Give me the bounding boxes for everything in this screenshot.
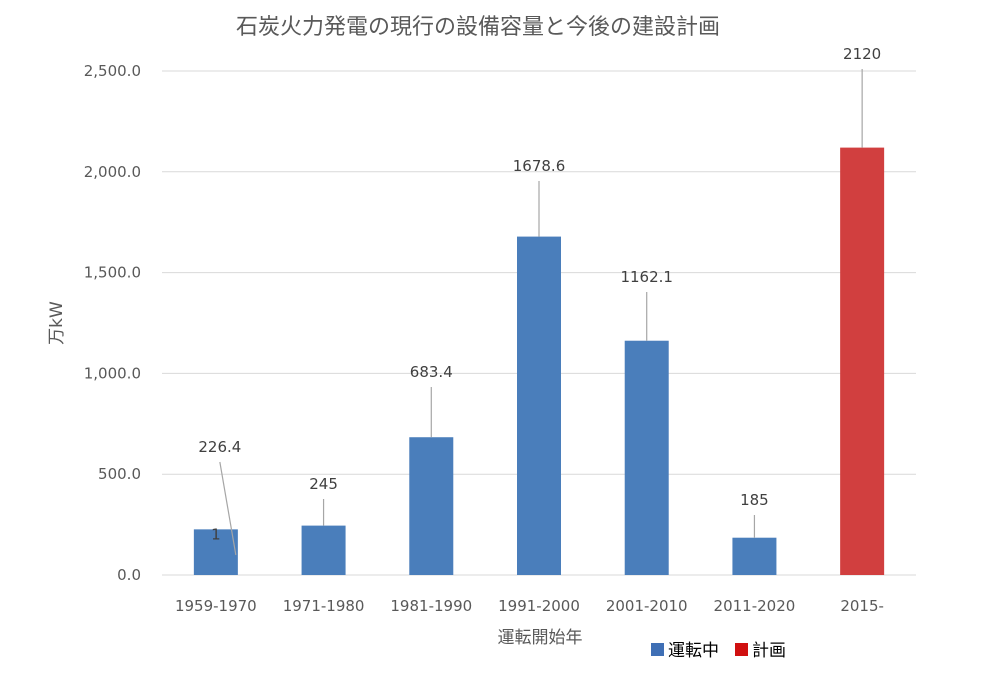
data-label: 1162.1 bbox=[620, 268, 673, 286]
data-label: 683.4 bbox=[410, 363, 453, 381]
legend: 運転中 計画 bbox=[651, 641, 786, 661]
x-tick-label: 2015- bbox=[840, 597, 884, 615]
y-axis-title: 万kW bbox=[47, 301, 67, 345]
legend-swatch bbox=[651, 643, 664, 656]
x-tick-label: 1991-2000 bbox=[498, 597, 580, 615]
y-tick-label: 0.0 bbox=[117, 566, 141, 584]
legend-swatch bbox=[735, 643, 748, 656]
data-label: 185 bbox=[740, 491, 769, 509]
bars bbox=[193, 147, 885, 575]
y-axis-ticks: 0.0 500.0 1,000.0 1,500.0 2,000.0 2,500.0 bbox=[84, 62, 141, 584]
data-label: 226.4 bbox=[198, 438, 241, 456]
bar bbox=[409, 437, 454, 575]
y-tick-label: 500.0 bbox=[98, 465, 141, 483]
x-tick-label: 1959-1970 bbox=[175, 597, 257, 615]
y-tick-label: 2,500.0 bbox=[84, 62, 141, 80]
leader-lines bbox=[219, 69, 863, 556]
x-tick-label: 1971-1980 bbox=[283, 597, 365, 615]
x-tick-label: 2001-2010 bbox=[606, 597, 688, 615]
y-tick-label: 1,500.0 bbox=[84, 264, 141, 282]
chart-title: 石炭火力発電の現行の設備容量と今後の建設計画 bbox=[236, 15, 720, 40]
x-tick-label: 2011-2020 bbox=[714, 597, 796, 615]
legend-label: 運転中 bbox=[668, 641, 719, 661]
bar bbox=[193, 529, 238, 575]
x-tick-label: 1981-1990 bbox=[390, 597, 472, 615]
x-axis-ticks: 1959-1970 1971-1980 1981-1990 1991-2000 2001… bbox=[175, 597, 884, 615]
y-tick-label: 2,000.0 bbox=[84, 163, 141, 181]
legend-label: 計画 bbox=[752, 641, 786, 661]
bar bbox=[517, 236, 561, 575]
bar bbox=[301, 525, 346, 575]
leader-line bbox=[219, 461, 237, 556]
x-axis-title: 運転開始年 bbox=[498, 628, 583, 648]
data-label: 245 bbox=[309, 475, 338, 493]
data-labels: 226.4 245 683.4 1678.6 1162.1 185 2120 1 bbox=[198, 45, 881, 543]
y-tick-label: 1,000.0 bbox=[84, 364, 141, 382]
data-label: 1678.6 bbox=[513, 157, 566, 175]
extra-data-label: 1 bbox=[211, 525, 221, 543]
bar bbox=[624, 340, 669, 575]
bar bbox=[732, 537, 777, 575]
bar bbox=[840, 147, 885, 575]
data-label: 2120 bbox=[843, 45, 881, 63]
